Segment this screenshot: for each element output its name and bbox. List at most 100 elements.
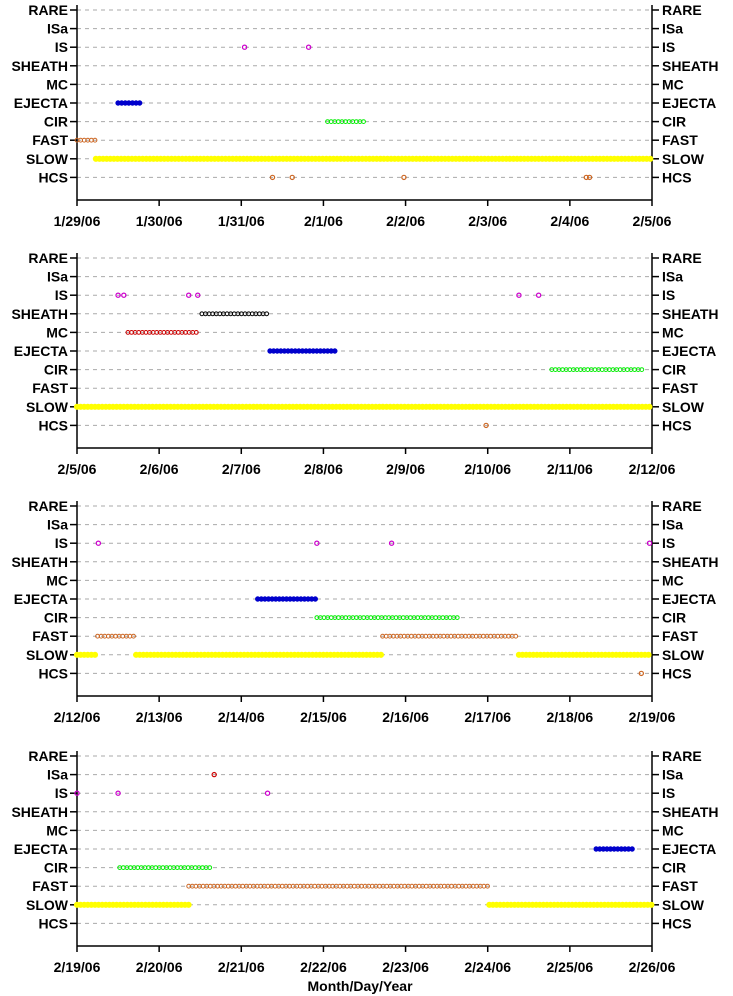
y-label-left-hcs: HCS <box>38 169 68 185</box>
interval-slow <box>486 901 655 908</box>
y-label-right-fast: FAST <box>662 878 698 894</box>
y-label-left-slow: SLOW <box>26 897 69 913</box>
x-tick-label: 2/3/06 <box>468 213 507 229</box>
slow-marker <box>645 651 652 658</box>
y-label-right-ejecta: EJECTA <box>662 95 716 111</box>
x-tick-label: 2/24/06 <box>464 959 511 975</box>
y-label-right-rare: RARE <box>662 2 702 18</box>
ejecta-marker <box>629 846 635 852</box>
x-tick-label: 2/19/06 <box>54 959 101 975</box>
y-label-right-sheath: SHEATH <box>662 804 719 820</box>
y-label-left-isa: ISa <box>47 21 68 37</box>
x-tick-label: 2/9/06 <box>386 461 425 477</box>
x-tick-label: 2/7/06 <box>222 461 261 477</box>
y-label-right-fast: FAST <box>662 628 698 644</box>
interval-ejecta <box>115 100 143 106</box>
y-label-right-rare: RARE <box>662 748 702 764</box>
y-label-right-ejecta: EJECTA <box>662 841 716 857</box>
y-label-left-hcs: HCS <box>38 665 68 681</box>
x-tick-label: 2/26/06 <box>629 959 676 975</box>
interval-fast <box>186 883 490 889</box>
x-tick-label: 2/5/06 <box>633 213 672 229</box>
y-label-left-is: IS <box>55 287 68 303</box>
y-label-right-isa: ISa <box>662 269 683 285</box>
y-label-left-sheath: SHEATH <box>11 306 68 322</box>
y-label-left-rare: RARE <box>28 498 68 514</box>
y-label-right-cir: CIR <box>662 114 686 130</box>
y-label-right-rare: RARE <box>662 498 702 514</box>
ejecta-marker <box>312 596 319 602</box>
y-label-right-is: IS <box>662 39 675 55</box>
cir-marker <box>207 865 213 870</box>
x-tick-label: 2/2/06 <box>386 213 425 229</box>
y-label-right-hcs: HCS <box>662 915 692 931</box>
point-is <box>186 292 192 298</box>
point-is <box>241 44 248 50</box>
panel-3: RARE RARE ISa ISa IS IS SHEATH SHEATH MC MC EJECTA… <box>11 498 718 725</box>
x-tick-label: 2/16/06 <box>382 709 429 725</box>
y-label-left-mc: MC <box>46 572 68 588</box>
slow-marker <box>646 403 653 410</box>
y-label-left-is: IS <box>55 535 68 551</box>
point-is <box>646 540 653 546</box>
y-label-left-ejecta: EJECTA <box>14 591 68 607</box>
point-is <box>264 790 271 796</box>
y-label-left-cir: CIR <box>44 362 68 378</box>
ejecta-marker <box>332 348 338 354</box>
x-tick-label: 2/4/06 <box>550 213 589 229</box>
y-label-right-slow: SLOW <box>662 897 705 913</box>
point-hcs <box>586 174 593 181</box>
y-label-right-sheath: SHEATH <box>662 554 719 570</box>
point-is <box>314 540 320 546</box>
y-label-left-fast: FAST <box>32 380 68 396</box>
y-label-left-mc: MC <box>46 324 68 340</box>
y-label-left-isa: ISa <box>47 269 68 285</box>
x-tick-label: 2/15/06 <box>300 709 347 725</box>
point-is <box>195 292 201 298</box>
interval-cir <box>314 615 460 620</box>
y-label-left-fast: FAST <box>32 132 68 148</box>
sheath-marker <box>264 311 270 317</box>
x-tick-label: 2/6/06 <box>140 461 179 477</box>
interval-ejecta <box>255 596 319 602</box>
interval-slow <box>73 403 653 410</box>
y-label-right-ejecta: EJECTA <box>662 343 716 359</box>
y-label-left-is: IS <box>55 785 68 801</box>
y-label-left-hcs: HCS <box>38 915 68 931</box>
interval-sheath <box>199 311 270 317</box>
slow-marker <box>647 155 654 162</box>
interval-fast <box>95 633 136 639</box>
x-tick-label: 2/18/06 <box>546 709 593 725</box>
point-is <box>115 790 121 796</box>
y-label-right-isa: ISa <box>662 21 683 37</box>
ejecta-marker <box>136 100 143 106</box>
y-label-right-cir: CIR <box>662 610 686 626</box>
x-tick-label: 2/21/06 <box>218 959 265 975</box>
x-tick-label: 2/8/06 <box>304 461 343 477</box>
y-label-right-hcs: HCS <box>662 665 692 681</box>
y-label-right-mc: MC <box>662 324 684 340</box>
cir-marker <box>639 367 645 373</box>
y-label-left-ejecta: EJECTA <box>14 841 68 857</box>
y-label-right-isa: ISa <box>662 767 683 783</box>
interval-slow <box>515 651 652 658</box>
y-label-left-sheath: SHEATH <box>11 804 68 820</box>
point-hcs <box>289 174 295 181</box>
y-label-right-fast: FAST <box>662 380 698 396</box>
fast-marker <box>485 883 490 889</box>
point-is <box>388 540 395 546</box>
slow-marker <box>648 901 655 908</box>
point-hcs <box>269 174 276 181</box>
y-label-left-slow: SLOW <box>26 151 69 167</box>
x-tick-label: 2/19/06 <box>629 709 676 725</box>
point-is <box>305 44 312 50</box>
y-label-right-mc: MC <box>662 822 684 838</box>
y-label-left-fast: FAST <box>32 628 68 644</box>
y-label-left-ejecta: EJECTA <box>14 95 68 111</box>
point-hcs <box>483 422 489 429</box>
x-tick-label: 2/11/06 <box>547 461 593 477</box>
interval-mc <box>125 330 199 335</box>
panel-1: RARE RARE ISa ISa IS IS SHEATH SHEATH MC MC EJECTA… <box>11 2 718 229</box>
y-label-left-is: IS <box>55 39 68 55</box>
